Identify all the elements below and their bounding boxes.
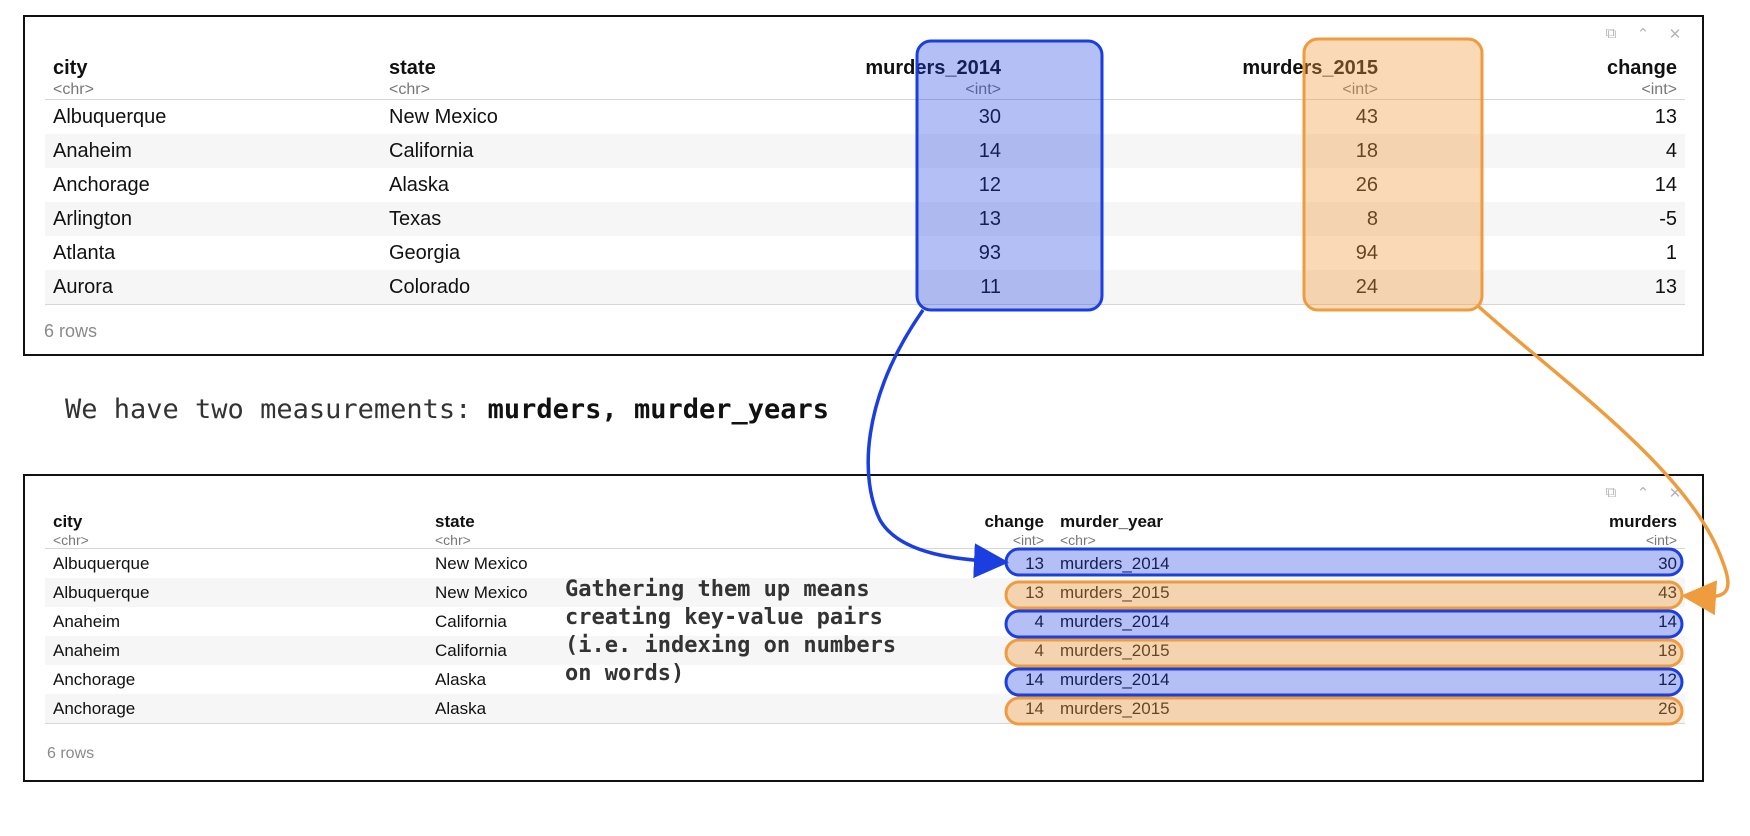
- cell-murders-2015: 26: [1355, 173, 1378, 196]
- cell-murders: 30: [1658, 553, 1677, 573]
- column-header-murders-2014[interactable]: murders_2014 <int>: [865, 57, 1001, 98]
- window-controls: ⧉ ⌃ ✕: [1604, 25, 1682, 43]
- caption-code: murders, murder_years: [487, 394, 830, 425]
- cell-murders-2014: 11: [851, 270, 1009, 305]
- cell-city: Anaheim: [45, 134, 381, 168]
- caption-text: We have two measurements:: [65, 394, 488, 425]
- cell-murders-2014: 14: [851, 134, 1009, 168]
- column-header-state[interactable]: state <chr>: [389, 57, 436, 98]
- cell-change: 13: [1025, 553, 1044, 573]
- table-row: Aurora Colorado 11 24 13: [45, 270, 1685, 305]
- column-header-murders-2015[interactable]: murders_2015 <int>: [1242, 57, 1378, 98]
- window-controls: ⧉ ⌃ ✕: [1604, 484, 1682, 502]
- cell-change: 13: [1386, 270, 1685, 305]
- collapse-icon[interactable]: ⌃: [1636, 26, 1650, 43]
- column-header-change[interactable]: change <int>: [984, 512, 1044, 548]
- cell-murder-year: murders_2014: [1060, 611, 1170, 631]
- cell-murders: 43: [1522, 578, 1685, 607]
- cell-city: Anaheim: [45, 636, 427, 665]
- cell-change: 4: [1386, 134, 1685, 168]
- cell-state: California: [435, 611, 507, 631]
- cell-state: Georgia: [389, 241, 461, 264]
- cell-state: California: [381, 134, 851, 168]
- cell-state: Alaska: [427, 694, 902, 724]
- cell-state: New Mexico: [435, 553, 528, 573]
- close-icon[interactable]: ✕: [1668, 485, 1682, 502]
- cell-murders-2015: 24: [1009, 270, 1386, 305]
- table-row: Atlanta Georgia 93 94 1: [45, 236, 1685, 270]
- cell-murders-2015: 18: [1009, 134, 1386, 168]
- cell-city: Albuquerque: [53, 105, 167, 128]
- table-row: Albuquerque New Mexico 13 murders_2014 3…: [45, 549, 1685, 579]
- cell-change: 14: [1654, 173, 1677, 196]
- cell-murders-2014: 93: [978, 241, 1001, 264]
- cell-murders-2014: 30: [978, 105, 1001, 128]
- cell-change: 13: [1654, 105, 1677, 128]
- cell-murders-2015: 43: [1355, 105, 1378, 128]
- cell-murders-2015: 94: [1355, 241, 1378, 264]
- column-header-city[interactable]: city <chr>: [53, 512, 89, 548]
- cell-city: Anaheim: [53, 611, 121, 631]
- table-row: Albuquerque New Mexico 30 43 13: [45, 100, 1685, 135]
- annotation-line: on words): [565, 661, 685, 686]
- gathering-annotation: Gathering them up means creating key-val…: [565, 576, 935, 688]
- column-header-change[interactable]: change <int>: [1606, 57, 1677, 98]
- row-count: 6 rows: [44, 321, 98, 341]
- cell-murders: 12: [1658, 669, 1677, 689]
- cell-murders-2014: 12: [978, 173, 1001, 196]
- cell-state: New Mexico: [427, 578, 902, 607]
- annotation-line: Gathering them up means: [565, 577, 870, 602]
- cell-city: Arlington: [45, 202, 381, 236]
- column-header-state[interactable]: state <chr>: [435, 512, 475, 548]
- cell-state: California: [427, 636, 902, 665]
- cell-murders-2014: 13: [851, 202, 1009, 236]
- cell-city: Anchorage: [45, 694, 427, 724]
- popout-icon[interactable]: ⧉: [1605, 484, 1617, 501]
- cell-murders-2015: 8: [1009, 202, 1386, 236]
- cell-change: 1: [1665, 241, 1677, 264]
- table-header: city <chr> state <chr> murders_2014 <int> m…: [45, 45, 1685, 100]
- table-header: city <chr> state <chr> change <int> murder_…: [45, 506, 1685, 549]
- collapse-icon[interactable]: ⌃: [1636, 485, 1650, 502]
- cell-city: Atlanta: [53, 241, 116, 264]
- cell-murder-year: murders_2015: [1052, 578, 1522, 607]
- cell-state: New Mexico: [389, 105, 498, 128]
- annotation-line: creating key-value pairs: [565, 605, 883, 630]
- cell-murder-year: murders_2014: [1060, 669, 1170, 689]
- cell-change: 14: [902, 694, 1052, 724]
- annotation-line: (i.e. indexing on numbers: [565, 633, 897, 658]
- close-icon[interactable]: ✕: [1668, 26, 1682, 43]
- cell-city: Anchorage: [53, 669, 136, 689]
- cell-murder-year: murders_2015: [1052, 636, 1522, 665]
- cell-change: -5: [1386, 202, 1685, 236]
- table-row: Anchorage Alaska 14 murders_2015 26: [45, 694, 1685, 724]
- popout-icon[interactable]: ⧉: [1605, 25, 1617, 42]
- top-table: city <chr> state <chr> murders_2014 <int> m…: [45, 45, 1685, 305]
- column-header-murders[interactable]: murders <int>: [1608, 512, 1677, 548]
- cell-murder-year: murders_2014: [1060, 553, 1170, 573]
- column-header-city[interactable]: city <chr>: [53, 57, 94, 98]
- cell-murders: 18: [1522, 636, 1685, 665]
- cell-city: Aurora: [45, 270, 381, 305]
- cell-murders: 26: [1522, 694, 1685, 724]
- column-header-murder-year[interactable]: murder_year <chr>: [1060, 512, 1164, 548]
- cell-state: Alaska: [389, 173, 450, 196]
- cell-state: Colorado: [381, 270, 851, 305]
- row-count: 6 rows: [47, 745, 95, 762]
- cell-city: Albuquerque: [45, 578, 427, 607]
- table-row: Anchorage Alaska 12 26 14: [45, 168, 1685, 202]
- cell-state: Alaska: [435, 669, 487, 689]
- table-row: Arlington Texas 13 8 -5: [45, 202, 1685, 236]
- cell-state: Texas: [381, 202, 851, 236]
- measurements-caption: We have two measurements: murders, murde…: [65, 394, 829, 425]
- cell-murder-year: murders_2015: [1052, 694, 1522, 724]
- cell-murders: 14: [1658, 611, 1677, 631]
- top-data-viewer: ⧉ ⌃ ✕ city <chr> state <chr> murders_2014 <…: [23, 15, 1704, 356]
- table-row: Anaheim California 14 18 4: [45, 134, 1685, 168]
- cell-city: Anchorage: [53, 173, 150, 196]
- cell-city: Albuquerque: [53, 553, 150, 573]
